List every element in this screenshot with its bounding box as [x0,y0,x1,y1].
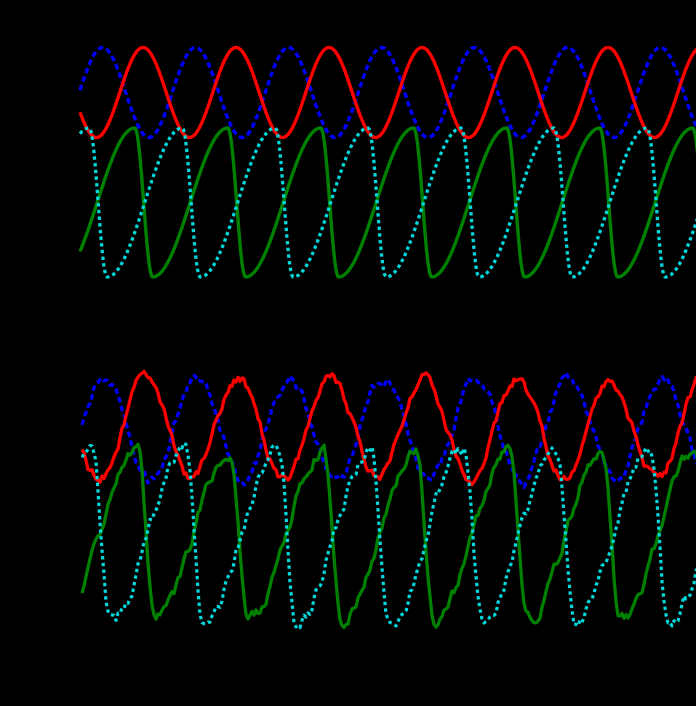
series-clean-sawtooth-cyan [78,126,696,279]
series-clean-sine-blue [78,45,696,140]
series-clean-sine-red [78,45,696,140]
series-noisy-sawtooth-green [80,442,696,630]
series-noisy-sine-blue [80,370,696,489]
series-clean-sawtooth-green [78,126,696,279]
bottom-panel-noisy-signals [80,369,696,630]
series-noisy-sine-red [80,369,696,487]
series-noisy-sawtooth-cyan [80,441,696,630]
top-panel-clean-signals [78,45,696,279]
